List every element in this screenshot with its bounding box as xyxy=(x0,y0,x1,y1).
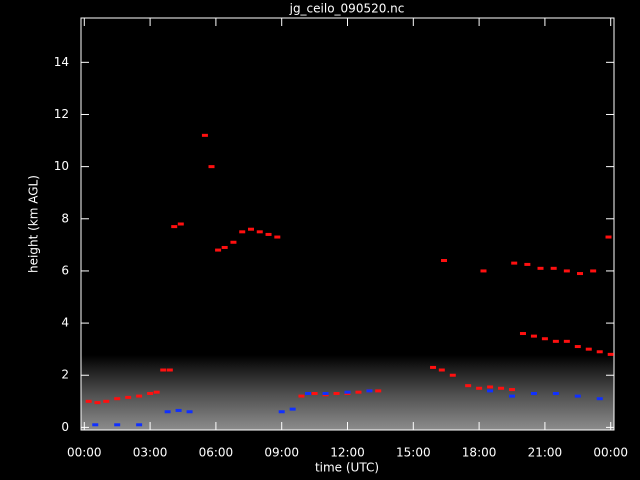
cloud-base-point xyxy=(596,397,603,401)
cloud-base-point xyxy=(577,272,584,276)
cloud-base-point xyxy=(487,385,494,389)
cloud-base-point xyxy=(541,337,548,341)
cloud-base-point xyxy=(201,133,208,137)
cloud-base-point xyxy=(574,345,581,349)
cloud-base-point xyxy=(441,259,448,263)
cloud-base-point xyxy=(509,394,516,398)
cloud-base-point xyxy=(230,240,237,244)
cloud-base-point xyxy=(511,261,518,265)
cloud-base-point xyxy=(519,332,526,336)
y-tick-label: 10 xyxy=(54,159,69,173)
cloud-base-point xyxy=(125,395,132,399)
y-tick-label: 12 xyxy=(54,107,69,121)
cloud-base-point xyxy=(311,391,318,395)
cloud-base-point xyxy=(449,373,456,377)
cloud-base-point xyxy=(574,394,581,398)
x-tick-label: 09:00 xyxy=(264,446,299,460)
cloud-base-point xyxy=(596,350,603,354)
x-tick-label: 15:00 xyxy=(396,446,431,460)
cloud-base-point xyxy=(85,399,92,403)
cloud-base-point xyxy=(278,410,285,414)
cloud-base-point xyxy=(239,230,246,234)
x-tick-label: 18:00 xyxy=(462,446,497,460)
cloud-base-point xyxy=(344,390,351,394)
cloud-base-point xyxy=(375,389,382,393)
cloud-base-point xyxy=(215,248,222,252)
cloud-base-point xyxy=(430,365,437,369)
y-tick-label: 8 xyxy=(61,211,69,225)
cloud-base-point xyxy=(208,165,215,169)
cloud-base-point xyxy=(92,423,99,427)
cloud-base-point xyxy=(333,391,340,395)
x-tick-label: 03:00 xyxy=(133,446,168,460)
cloud-base-point xyxy=(550,266,557,270)
cloud-base-point xyxy=(605,235,612,239)
cloud-base-point xyxy=(563,339,570,343)
cloud-base-point xyxy=(530,334,537,338)
cloud-base-point xyxy=(476,386,483,390)
y-tick-label: 6 xyxy=(61,263,69,277)
cloud-base-point xyxy=(509,388,516,392)
cloud-base-point xyxy=(607,352,614,356)
cloud-base-point xyxy=(552,339,559,343)
cloud-base-point xyxy=(465,384,472,388)
x-tick-label: 00:00 xyxy=(593,446,628,460)
cloud-base-point xyxy=(114,423,121,427)
y-tick-label: 4 xyxy=(61,316,69,330)
cloud-base-point xyxy=(322,391,329,395)
cloud-base-point xyxy=(186,410,193,414)
y-tick-label: 0 xyxy=(61,420,69,434)
cloud-base-point xyxy=(552,391,559,395)
y-tick-label: 2 xyxy=(61,368,69,382)
cloud-base-point xyxy=(438,368,445,372)
cloud-base-point xyxy=(164,410,171,414)
cloud-base-point xyxy=(147,391,154,395)
cloud-base-point xyxy=(355,390,362,394)
cloud-base-point xyxy=(537,266,544,270)
cloud-base-point xyxy=(274,235,281,239)
y-axis-label: height (km AGL) xyxy=(27,175,41,273)
cloud-base-point xyxy=(160,368,167,372)
cloud-base-point xyxy=(136,423,143,427)
cloud-base-point xyxy=(153,390,160,394)
cloud-base-point xyxy=(247,227,254,231)
cloud-base-point xyxy=(563,269,570,273)
x-tick-label: 06:00 xyxy=(199,446,234,460)
cloud-base-point xyxy=(487,389,494,393)
cloud-base-point xyxy=(114,397,121,401)
cloud-base-point xyxy=(171,225,178,229)
x-tick-label: 12:00 xyxy=(330,446,365,460)
cloud-base-point xyxy=(590,269,597,273)
y-tick-label: 14 xyxy=(54,55,69,69)
x-tick-label: 21:00 xyxy=(528,446,563,460)
cloud-base-point xyxy=(305,391,312,395)
cloud-base-point xyxy=(289,407,296,411)
cloud-base-point xyxy=(585,347,592,351)
cloud-base-point xyxy=(265,232,272,236)
x-axis-label: time (UTC) xyxy=(315,461,379,475)
x-tick-label: 00:00 xyxy=(67,446,102,460)
cloud-base-point xyxy=(166,368,173,372)
cloud-base-point xyxy=(94,401,101,405)
cloud-base-point xyxy=(103,399,110,403)
cloud-base-point xyxy=(256,230,263,234)
cloud-base-point xyxy=(524,262,531,266)
cloud-base-point xyxy=(136,394,143,398)
cloud-base-point xyxy=(366,389,373,393)
cloud-base-point xyxy=(480,269,487,273)
cloud-base-point xyxy=(530,391,537,395)
cloud-base-point xyxy=(177,222,184,226)
cloud-base-point xyxy=(221,245,228,249)
chart-title: jg_ceilo_090520.nc xyxy=(289,2,405,16)
cloud-base-point xyxy=(298,394,305,398)
cloud-base-point xyxy=(175,408,182,412)
cloud-base-point xyxy=(498,386,505,390)
